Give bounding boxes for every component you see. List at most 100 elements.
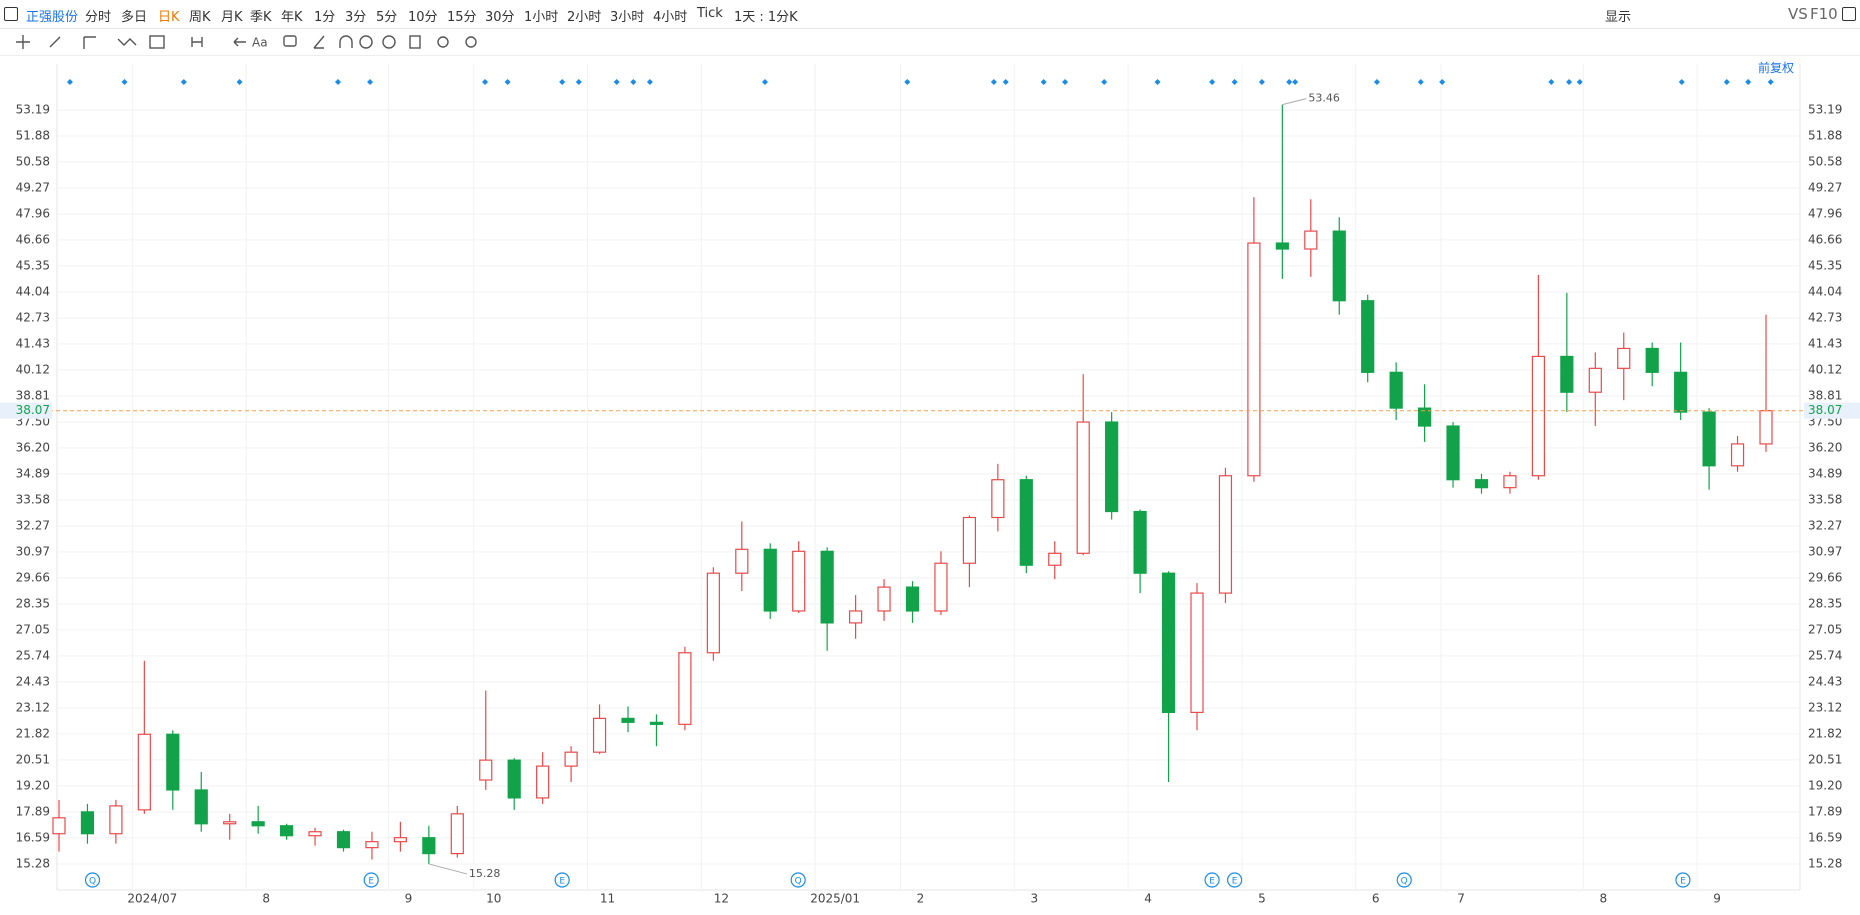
event-marker	[990, 79, 997, 85]
candle-body	[991, 479, 1005, 519]
period-button[interactable]: 2小时	[567, 10, 602, 25]
event-marker	[236, 79, 243, 85]
shape-tool[interactable]	[83, 36, 96, 49]
event-icon	[554, 872, 570, 888]
period-button[interactable]: 15分	[447, 10, 477, 25]
y-tick-label: 37.50	[16, 415, 50, 429]
y-tick-label: 38.81	[16, 388, 50, 402]
display-menu[interactable]: 显示	[1605, 10, 1632, 25]
y-tick-label: 47.96	[1808, 207, 1842, 221]
angle-tool[interactable]	[313, 35, 325, 49]
stock-name[interactable]: 正强股份	[26, 10, 79, 25]
candle-body	[1417, 407, 1432, 427]
event-icon-letter: E	[1232, 877, 1238, 887]
y-tick-label: 44.04	[16, 284, 50, 298]
event-marker	[613, 79, 620, 85]
event-marker	[761, 79, 768, 85]
y-tick-label: 36.20	[16, 440, 50, 454]
y-tick-label: 51.88	[16, 129, 50, 143]
candle-body	[1446, 425, 1460, 481]
panel-toggle[interactable]	[1842, 7, 1856, 21]
event-marker	[121, 79, 128, 85]
period-button[interactable]: 10分	[408, 10, 438, 25]
period-button[interactable]: 分时	[85, 10, 112, 25]
candle-body	[1218, 475, 1233, 594]
event-icon-letter: Q	[89, 877, 96, 887]
candle-body	[1190, 592, 1204, 714]
magnet-tool[interactable]	[339, 35, 353, 48]
event-marker	[904, 79, 911, 85]
candle-body	[223, 821, 237, 825]
period-button[interactable]: 多日	[121, 10, 148, 25]
period-button[interactable]: 年K	[281, 10, 303, 25]
candle-body	[1674, 371, 1688, 413]
candle-body	[109, 805, 123, 835]
period-button[interactable]: 4小时	[653, 10, 688, 25]
period-button[interactable]: 3小时	[610, 10, 645, 25]
y-tick-label: 25.74	[1808, 648, 1842, 662]
candle-body	[80, 811, 95, 835]
period-button[interactable]: 1小时	[524, 10, 559, 25]
hide-tool[interactable]	[382, 35, 396, 49]
text-tool[interactable]: Aa	[252, 36, 268, 50]
last-price-box	[0, 402, 52, 419]
event-marker	[335, 79, 342, 85]
delete-tool[interactable]	[409, 35, 421, 49]
event-icon	[363, 872, 379, 888]
move-tool[interactable]	[16, 35, 30, 49]
x-tick-label: 3	[1030, 892, 1038, 906]
y-tick-label: 41.43	[1808, 336, 1842, 350]
measure-tool[interactable]	[191, 37, 203, 47]
high-annotation: 53.46	[1308, 92, 1340, 105]
event-marker	[1154, 79, 1161, 85]
eye-tool[interactable]	[359, 35, 373, 49]
y-tick-label: 15.28	[1808, 856, 1842, 870]
settings-tool[interactable]	[465, 36, 477, 48]
adjust-button[interactable]: 前复权	[1758, 61, 1795, 75]
event-marker	[1231, 79, 1238, 85]
period-button[interactable]: 5分	[376, 10, 398, 25]
period-button[interactable]: 日K	[158, 10, 180, 25]
period-button[interactable]: 30分	[485, 10, 515, 25]
f10-button[interactable]: F10	[1810, 5, 1838, 23]
candle-body	[1105, 421, 1119, 513]
sidebar-toggle[interactable]	[4, 7, 18, 21]
period-button[interactable]: 周K	[189, 10, 211, 25]
event-icon	[1204, 872, 1220, 888]
line-tool[interactable]	[49, 36, 61, 48]
vs-button[interactable]: VS	[1788, 5, 1808, 23]
candle-body	[137, 733, 151, 811]
period-button[interactable]: 月K	[221, 10, 243, 25]
event-marker	[1566, 79, 1573, 85]
arrow-tool[interactable]	[233, 37, 246, 47]
period-button[interactable]: 季K	[250, 10, 272, 25]
period-button[interactable]: Tick	[697, 6, 723, 21]
candle-body	[792, 550, 806, 612]
y-tick-label: 46.66	[1808, 232, 1842, 246]
y-tick-label: 50.58	[1808, 154, 1842, 168]
note-tool[interactable]	[283, 35, 297, 47]
y-tick-label: 15.28	[16, 856, 50, 870]
period-button[interactable]: 3分	[345, 10, 367, 25]
period-button[interactable]: 1分	[314, 10, 336, 25]
y-tick-label: 20.51	[16, 752, 50, 766]
link-tool[interactable]	[437, 36, 449, 48]
event-icon-letter: E	[559, 877, 565, 887]
candle-body	[820, 550, 834, 624]
y-tick-label: 30.97	[1808, 544, 1842, 558]
y-tick-label: 30.97	[16, 544, 50, 558]
candle-body	[251, 821, 265, 827]
event-marker	[1286, 79, 1293, 85]
event-marker	[1002, 79, 1009, 85]
candle-body	[1531, 355, 1546, 477]
drawing-tools: Aa	[16, 35, 477, 50]
y-tick-label: 29.66	[1808, 570, 1842, 584]
y-tick-label: 20.51	[1808, 752, 1842, 766]
y-tick-label: 16.59	[16, 830, 50, 844]
period-button[interactable]: 1天 : 1分K	[734, 10, 798, 25]
wave-tool[interactable]	[117, 38, 137, 46]
event-marker	[1209, 79, 1216, 85]
event-marker	[180, 79, 187, 85]
chart-tool[interactable]	[149, 35, 165, 49]
event-icon-letter: Q	[795, 877, 802, 887]
